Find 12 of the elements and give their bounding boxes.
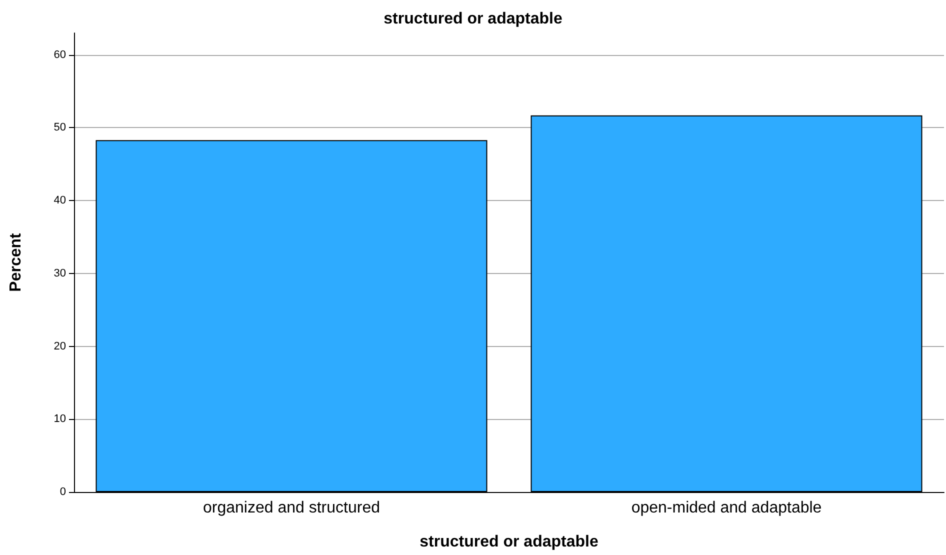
- y-tick-label: 10: [54, 413, 66, 426]
- y-tick-label: 50: [54, 122, 66, 134]
- y-tick-label: 60: [54, 48, 66, 61]
- y-tick-label: 40: [54, 194, 66, 207]
- chart-title: structured or adaptable: [384, 10, 562, 28]
- y-axis-title: Percent: [8, 232, 24, 292]
- x-tick-label: open-mided and adaptable: [631, 500, 822, 516]
- x-tick-label: organized and structured: [203, 500, 380, 516]
- y-tick-label: 20: [54, 340, 66, 352]
- y-tick-label: 30: [54, 267, 66, 280]
- y-tick-label: 0: [60, 486, 66, 498]
- x-axis-title: structured or adaptable: [420, 534, 598, 550]
